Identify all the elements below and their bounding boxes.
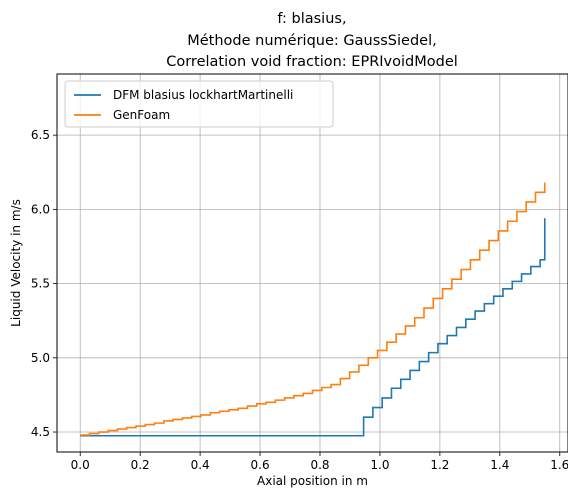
legend-box — [64, 80, 334, 128]
axis-ticks: 0.0 0.2 0.4 0.6 0.8 1.0 1.2 1.4 1.6 4.5 5.0 5.5 6.0 6… — [31, 128, 568, 472]
x-tick-label: 0.4 — [191, 458, 210, 472]
series-line-genfoam — [80, 182, 546, 436]
chart-title: f: blasius, Méthode numérique: GaussSied… — [166, 11, 458, 70]
y-tick-label: 5.0 — [31, 351, 50, 365]
x-tick-label: 1.0 — [370, 458, 389, 472]
grid — [57, 74, 568, 452]
x-tick-label: 1.4 — [490, 458, 509, 472]
x-tick-label: 1.2 — [430, 458, 449, 472]
title-line-2: Méthode numérique: GaussSiedel, — [187, 33, 436, 49]
title-line-3: Correlation void fraction: EPRIvoidModel — [166, 54, 458, 70]
series-line-dfm — [80, 218, 546, 437]
y-tick-label: 6.0 — [31, 202, 50, 216]
axes-frame — [56, 73, 568, 453]
series-lines — [80, 182, 546, 437]
x-tick-label: 0.6 — [251, 458, 270, 472]
y-tick-label: 5.5 — [31, 277, 50, 291]
x-tick-label: 0.8 — [310, 458, 329, 472]
x-tick-label: 0.2 — [131, 458, 150, 472]
plot-area — [57, 74, 568, 452]
title-line-1: f: blasius, — [277, 11, 346, 27]
legend-label-genfoam: GenFoam — [113, 108, 170, 122]
x-axis-label: Axial position in m — [257, 474, 368, 488]
y-tick-label: 4.5 — [31, 425, 50, 439]
legend: DFM blasius lockhartMartinelli GenFoam — [64, 80, 334, 128]
y-axis-label: Liquid Velocity in m/s — [9, 199, 23, 327]
legend-label-dfm: DFM blasius lockhartMartinelli — [113, 88, 293, 102]
y-tick-label: 6.5 — [31, 128, 50, 142]
x-tick-label: 1.6 — [550, 458, 568, 472]
x-tick-label: 0.0 — [71, 458, 90, 472]
